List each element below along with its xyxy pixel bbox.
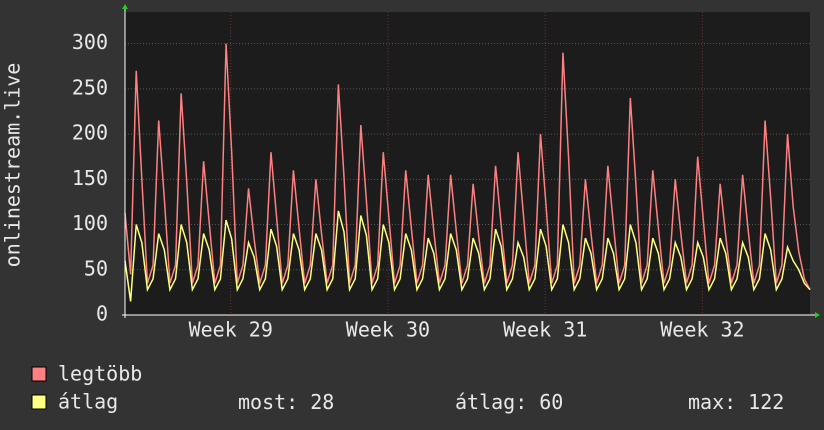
- x-axis-arrow: [815, 312, 820, 318]
- y-tick-label: 200: [72, 121, 108, 145]
- stat-value: 28: [310, 390, 334, 414]
- y-tick-label: 300: [72, 30, 108, 54]
- legend-swatch: [31, 394, 47, 410]
- legend-label: legtöbb: [58, 362, 142, 386]
- stat-value: 60: [539, 390, 563, 414]
- y-tick-label: 100: [72, 211, 108, 235]
- x-tick-label: Week 30: [346, 318, 430, 342]
- x-tick-label: Week 31: [503, 318, 587, 342]
- legend-stat: most: 28: [238, 390, 334, 414]
- legend-label: átlag: [58, 390, 118, 414]
- legend-swatch: [31, 366, 47, 382]
- y-axis-arrow: [122, 4, 128, 9]
- y-tick-label: 250: [72, 75, 108, 99]
- stat-label: átlag:: [455, 390, 527, 414]
- x-tick-label: Week 32: [660, 318, 744, 342]
- y-tick-label: 150: [72, 166, 108, 190]
- y-tick-label: 0: [96, 302, 108, 326]
- legend-stat: átlag: 60: [455, 390, 563, 414]
- stat-value: 122: [748, 390, 784, 414]
- x-tick-label: Week 29: [189, 318, 273, 342]
- series-line: [124, 210, 811, 302]
- stat-label: most:: [238, 390, 298, 414]
- series-line: [124, 43, 811, 291]
- y-axis-label: onlinestream.live: [1, 63, 25, 268]
- legend-stat: max: 122: [688, 390, 784, 414]
- y-tick-label: 50: [84, 256, 108, 280]
- stat-label: max:: [688, 390, 736, 414]
